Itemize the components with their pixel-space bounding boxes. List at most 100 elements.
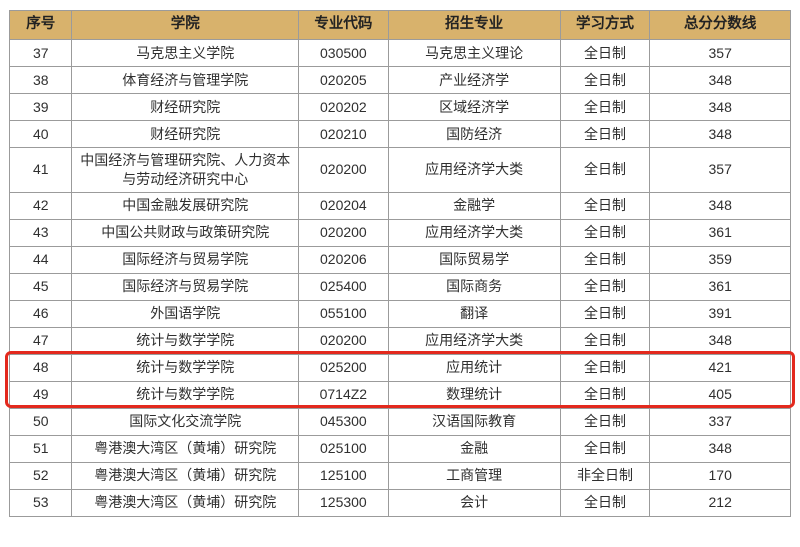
cell-college: 粤港澳大湾区（黄埔）研究院 [71, 461, 299, 490]
cell-code: 025100 [297, 434, 389, 463]
cell-college: 中国经济与管理研究院、人力资本与劳动经济研究中心 [71, 147, 299, 193]
cell-score: 357 [649, 39, 791, 67]
table-row: 44 国际经济与贸易学院 020206 国际贸易学 全日制 359 [8, 245, 791, 274]
cell-mode: 全日制 [559, 272, 651, 301]
cell-score: 361 [649, 218, 791, 247]
header-row: 序号 学院 专业代码 招生专业 学习方式 总分分数线 [8, 10, 791, 40]
cell-code: 020200 [297, 218, 389, 247]
cell-no: 45 [8, 272, 73, 301]
cell-mode: 全日制 [559, 326, 651, 355]
cell-code: 020204 [297, 191, 389, 220]
cell-mode: 全日制 [559, 299, 651, 328]
cell-code: 025200 [297, 353, 389, 382]
cell-code: 020210 [297, 120, 389, 148]
cell-no: 44 [8, 245, 73, 274]
cell-score: 348 [649, 191, 791, 220]
cell-mode: 全日制 [559, 39, 651, 67]
cell-code: 125100 [297, 461, 389, 490]
cell-major: 区域经济学 [387, 93, 561, 121]
cell-mode: 全日制 [559, 120, 651, 148]
cell-major: 工商管理 [387, 461, 561, 490]
cell-score: 391 [649, 299, 791, 328]
cell-code: 125300 [297, 488, 389, 517]
cell-code: 055100 [297, 299, 389, 328]
table-body: 37 马克思主义学院 030500 马克思主义理论 全日制 357 38 体育经济与管理学院 0… [8, 39, 791, 517]
cell-score: 337 [649, 407, 791, 436]
cell-no: 53 [8, 488, 73, 517]
column-header-major: 招生专业 [387, 10, 561, 40]
cell-no: 49 [8, 380, 73, 409]
cell-major: 翻译 [387, 299, 561, 328]
cell-no: 52 [8, 461, 73, 490]
admission-score-table-container: 序号 学院 专业代码 招生专业 学习方式 总分分数线 37 马克思主义学院 0305… [5, 10, 795, 517]
cell-no: 51 [8, 434, 73, 463]
column-header-college: 学院 [71, 10, 299, 40]
cell-mode: 非全日制 [559, 461, 651, 490]
cell-score: 357 [649, 147, 791, 193]
cell-mode: 全日制 [559, 93, 651, 121]
table-row: 37 马克思主义学院 030500 马克思主义理论 全日制 357 [8, 39, 791, 67]
table-row: 53 粤港澳大湾区（黄埔）研究院 125300 会计 全日制 212 [8, 488, 791, 517]
cell-major: 应用统计 [387, 353, 561, 382]
cell-no: 43 [8, 218, 73, 247]
cell-major: 国际贸易学 [387, 245, 561, 274]
cell-mode: 全日制 [559, 407, 651, 436]
cell-mode: 全日制 [559, 245, 651, 274]
cell-college: 体育经济与管理学院 [71, 66, 299, 94]
cell-college: 粤港澳大湾区（黄埔）研究院 [71, 488, 299, 517]
cell-major: 应用经济学大类 [387, 147, 561, 193]
cell-mode: 全日制 [559, 380, 651, 409]
cell-no: 37 [8, 39, 73, 67]
cell-no: 50 [8, 407, 73, 436]
cell-code: 030500 [297, 39, 389, 67]
cell-score: 359 [649, 245, 791, 274]
cell-no: 41 [8, 147, 73, 193]
cell-no: 40 [8, 120, 73, 148]
table-header: 序号 学院 专业代码 招生专业 学习方式 总分分数线 [8, 10, 791, 40]
cell-major: 马克思主义理论 [387, 39, 561, 67]
cell-major: 金融学 [387, 191, 561, 220]
cell-no: 38 [8, 66, 73, 94]
cell-mode: 全日制 [559, 66, 651, 94]
table-row: 52 粤港澳大湾区（黄埔）研究院 125100 工商管理 非全日制 170 [8, 461, 791, 490]
cell-score: 212 [649, 488, 791, 517]
cell-major: 应用经济学大类 [387, 326, 561, 355]
cell-college: 统计与数学学院 [71, 353, 299, 382]
cell-score: 348 [649, 93, 791, 121]
table-row: 42 中国金融发展研究院 020204 金融学 全日制 348 [8, 191, 791, 220]
cell-college: 粤港澳大湾区（黄埔）研究院 [71, 434, 299, 463]
table-row: 50 国际文化交流学院 045300 汉语国际教育 全日制 337 [8, 407, 791, 436]
cell-score: 348 [649, 434, 791, 463]
cell-mode: 全日制 [559, 434, 651, 463]
cell-major: 会计 [387, 488, 561, 517]
cell-college: 中国金融发展研究院 [71, 191, 299, 220]
cell-no: 48 [8, 353, 73, 382]
cell-college: 中国公共财政与政策研究院 [71, 218, 299, 247]
cell-mode: 全日制 [559, 353, 651, 382]
cell-mode: 全日制 [559, 488, 651, 517]
cell-college: 外国语学院 [71, 299, 299, 328]
cell-score: 361 [649, 272, 791, 301]
cell-major: 国际商务 [387, 272, 561, 301]
cell-code: 020206 [297, 245, 389, 274]
cell-major: 数理统计 [387, 380, 561, 409]
column-header-score-line: 总分分数线 [649, 10, 791, 40]
cell-college: 统计与数学学院 [71, 326, 299, 355]
cell-no: 46 [8, 299, 73, 328]
cell-major: 汉语国际教育 [387, 407, 561, 436]
table-row: 51 粤港澳大湾区（黄埔）研究院 025100 金融 全日制 348 [8, 434, 791, 463]
cell-major: 产业经济学 [387, 66, 561, 94]
cell-code: 020200 [297, 147, 389, 193]
cell-code: 020202 [297, 93, 389, 121]
table-row: 47 统计与数学学院 020200 应用经济学大类 全日制 348 [8, 326, 791, 355]
admission-score-table: 序号 学院 专业代码 招生专业 学习方式 总分分数线 37 马克思主义学院 0305… [8, 10, 791, 517]
cell-college: 马克思主义学院 [71, 39, 299, 67]
cell-college: 财经研究院 [71, 93, 299, 121]
cell-score: 348 [649, 326, 791, 355]
cell-college: 统计与数学学院 [71, 380, 299, 409]
cell-code: 025400 [297, 272, 389, 301]
table-row: 45 国际经济与贸易学院 025400 国际商务 全日制 361 [8, 272, 791, 301]
cell-score: 348 [649, 120, 791, 148]
cell-code: 0714Z2 [297, 380, 389, 409]
cell-code: 020200 [297, 326, 389, 355]
